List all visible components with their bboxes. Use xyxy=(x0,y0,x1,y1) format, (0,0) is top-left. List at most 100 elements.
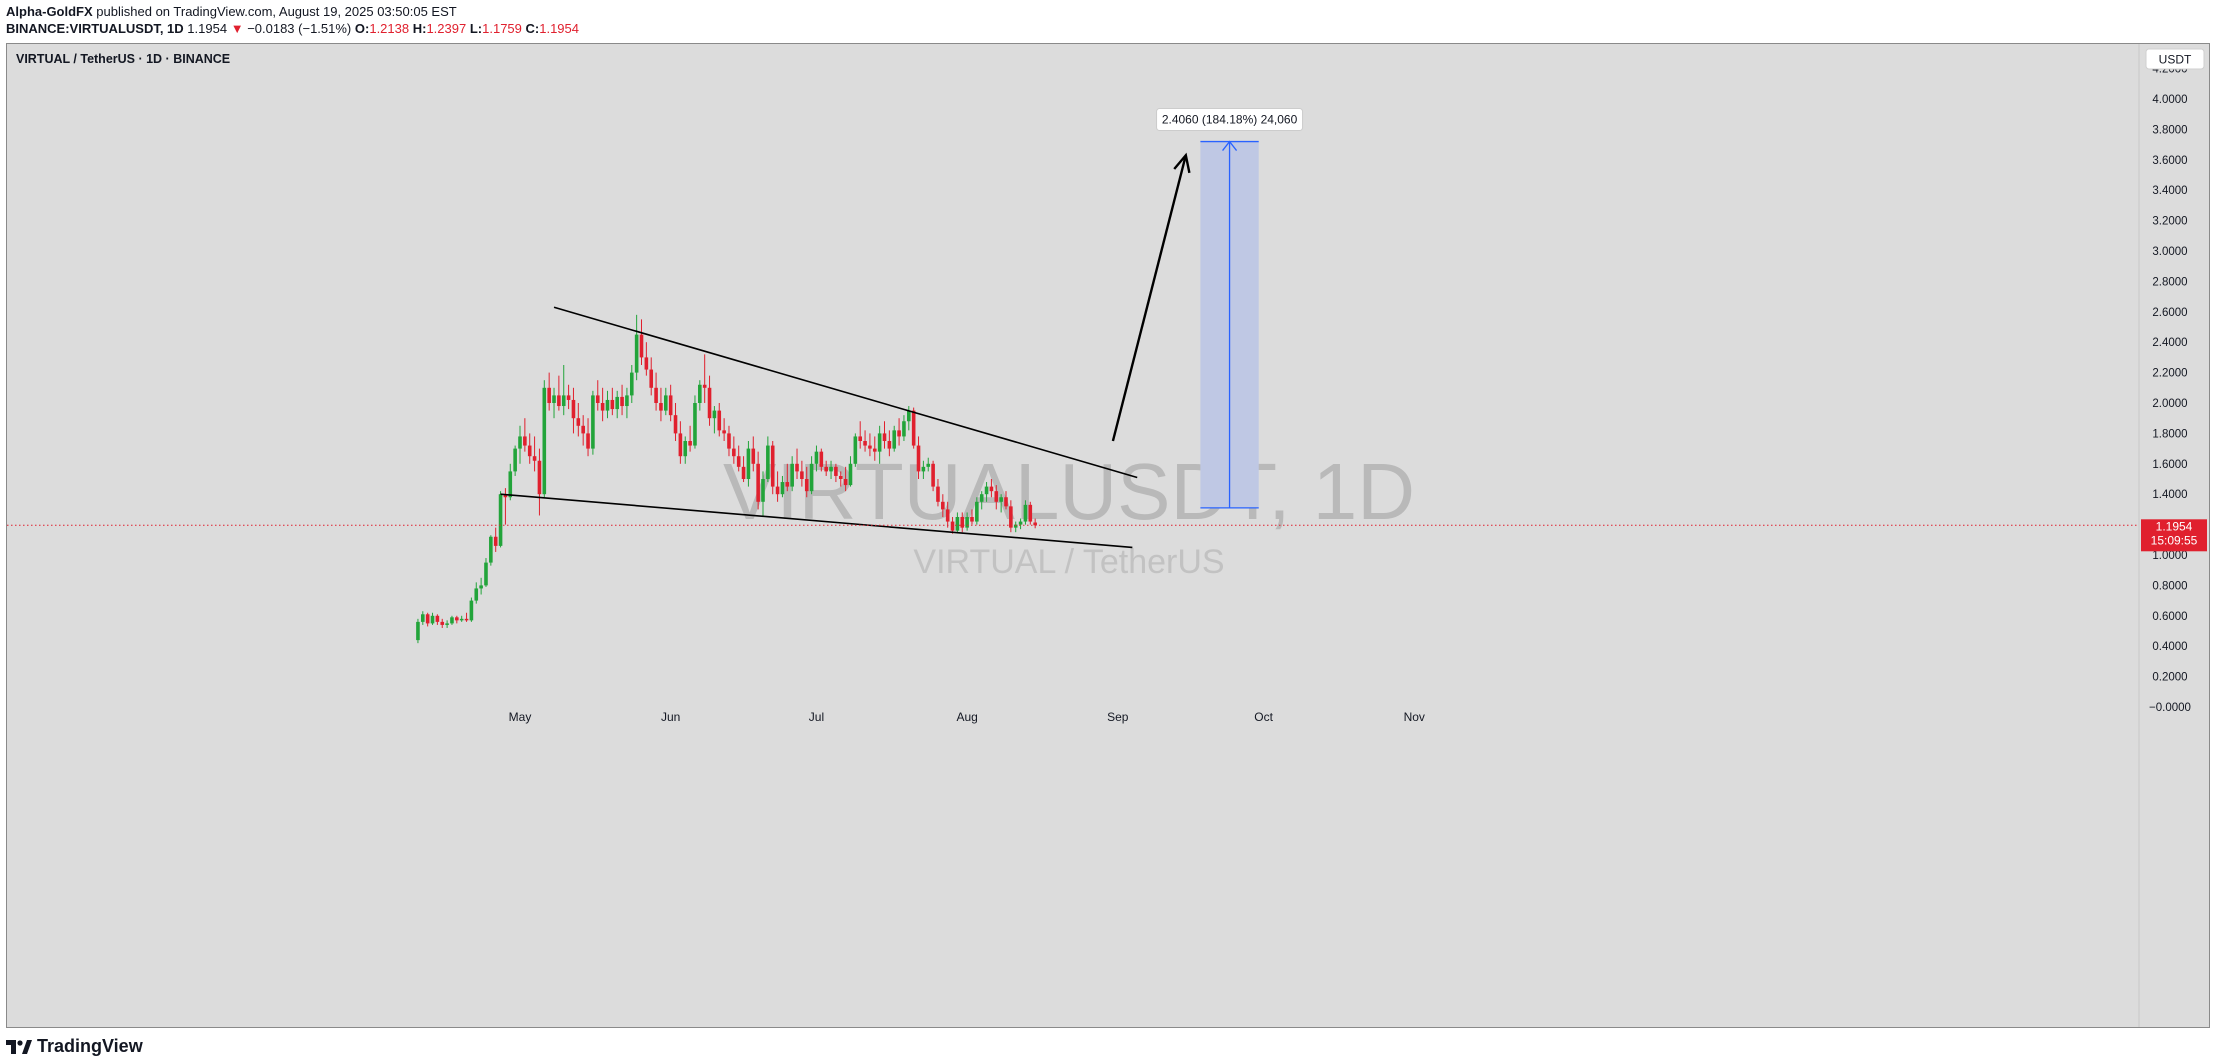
candle-body xyxy=(474,588,479,601)
candle-body xyxy=(761,479,765,502)
tradingview-logo[interactable]: TradingView xyxy=(6,1036,143,1057)
open-label: O: xyxy=(354,21,370,36)
candle-body xyxy=(489,536,493,563)
candle-body xyxy=(950,521,955,531)
price-axis-label: 1.4000 xyxy=(2152,489,2187,501)
candle-body xyxy=(843,479,848,486)
measure-label[interactable]: 2.4060 (184.18%) 24,060 xyxy=(1156,108,1304,132)
candle-body xyxy=(440,621,445,625)
price-axis-label: 3.8000 xyxy=(2152,124,2187,136)
candle-body xyxy=(673,415,678,434)
price-axis-label: −0.0000 xyxy=(2149,702,2191,714)
candle-body xyxy=(1033,522,1037,526)
candle-body xyxy=(484,562,488,586)
candle-body xyxy=(425,614,430,624)
candle-body xyxy=(892,430,897,449)
candle-body xyxy=(999,497,1003,502)
candle-body xyxy=(629,372,634,396)
candle-body xyxy=(649,369,654,388)
candle-body xyxy=(829,466,833,472)
price-axis-label: 2.8000 xyxy=(2152,276,2187,288)
time-axis-label: Aug xyxy=(956,710,977,724)
tradingview-logo-icon xyxy=(6,1039,32,1054)
candle-body xyxy=(625,395,629,407)
candle-body xyxy=(435,615,440,622)
countdown-timer: 15:09:55 xyxy=(2151,533,2198,547)
candle-body xyxy=(537,460,542,495)
target-arrowhead xyxy=(1222,140,1238,151)
chart-pane[interactable]: VIRTUALUSDT, 1D VIRTUAL / TetherUS VIRTU… xyxy=(6,43,2210,1028)
candle-body xyxy=(571,399,576,419)
candle-body xyxy=(586,433,590,449)
currency-button[interactable]: USDT xyxy=(2145,48,2205,70)
candle-body xyxy=(970,517,974,522)
candle-body xyxy=(421,614,425,622)
candle-body xyxy=(717,410,722,431)
candle-body xyxy=(1009,506,1013,528)
candle-body xyxy=(712,410,717,419)
candle-body xyxy=(605,399,610,411)
candle-body xyxy=(591,395,595,449)
brand-name: TradingView xyxy=(37,1036,143,1056)
time-axis-label: Jun xyxy=(661,710,680,724)
price-axis-label: 3.6000 xyxy=(2152,155,2187,167)
candle-body xyxy=(469,600,474,621)
price-axis-label: 4.0000 xyxy=(2152,94,2187,106)
ohlc-line: BINANCE:VIRTUALUSDT, 1D 1.1954 ▼ −0.0183… xyxy=(6,21,579,36)
candle-body xyxy=(979,494,984,502)
candle-body xyxy=(450,617,454,624)
candle-body xyxy=(921,466,926,472)
price-axis-label: 2.6000 xyxy=(2152,307,2187,319)
candle-body xyxy=(722,430,726,434)
candle-body xyxy=(756,463,760,502)
time-axis-label: Jul xyxy=(809,710,824,724)
candle-body xyxy=(931,463,935,487)
candle-body xyxy=(547,387,551,403)
price-axis-label: 3.0000 xyxy=(2152,246,2187,258)
watermark-pair: VIRTUAL / TetherUS xyxy=(913,543,1224,581)
candle-body xyxy=(804,479,809,492)
candle-body xyxy=(741,466,746,479)
candle-body xyxy=(523,436,527,446)
candle-body xyxy=(819,451,824,467)
candle-body xyxy=(809,463,814,492)
price-axis-label: 3.2000 xyxy=(2152,216,2187,228)
candle-body xyxy=(848,463,853,486)
candle-body xyxy=(916,445,921,472)
candle-body xyxy=(780,482,785,495)
candle-body xyxy=(926,463,931,467)
candle-body xyxy=(766,445,770,479)
time-axis[interactable]: May Jun Jul Aug Sep Oct Nov xyxy=(509,710,1425,724)
target-box[interactable] xyxy=(1200,140,1259,509)
candle-body xyxy=(702,384,707,388)
lower-trendline xyxy=(500,493,1133,549)
price-chart[interactable]: VIRTUALUSDT, 1D VIRTUAL / TetherUS VIRTU… xyxy=(7,44,2209,1027)
candle-body xyxy=(532,456,537,461)
high-value: 1.2397 xyxy=(426,21,467,36)
candle-body xyxy=(498,494,503,546)
last-price-tag: 1.1954 15:09:55 xyxy=(2141,519,2207,552)
candle-body xyxy=(620,396,624,407)
candle-body xyxy=(911,410,916,446)
price-axis-label: 0.2000 xyxy=(2152,672,2187,684)
candle-body xyxy=(664,395,668,411)
candle-body xyxy=(824,466,828,472)
price-axis[interactable]: 4.20004.00003.80003.60003.40003.20003.00… xyxy=(2149,64,2191,714)
candle-body xyxy=(838,475,843,479)
candle-body xyxy=(751,448,756,464)
author-name[interactable]: Alpha-GoldFX xyxy=(6,4,93,19)
price-axis-label: 1.0000 xyxy=(2152,550,2187,562)
candle-body xyxy=(775,486,780,495)
drawings-layer[interactable] xyxy=(500,152,1191,549)
candle-body xyxy=(576,418,581,426)
candle-body xyxy=(668,395,673,416)
candle-body xyxy=(459,618,464,621)
candle-body xyxy=(693,403,697,446)
candle-body xyxy=(960,517,965,528)
candle-body xyxy=(683,441,688,457)
candle-body xyxy=(445,623,449,625)
candle-body xyxy=(853,436,858,464)
candle-body xyxy=(634,334,639,373)
candle-body xyxy=(868,445,872,449)
candle-body xyxy=(518,436,522,449)
